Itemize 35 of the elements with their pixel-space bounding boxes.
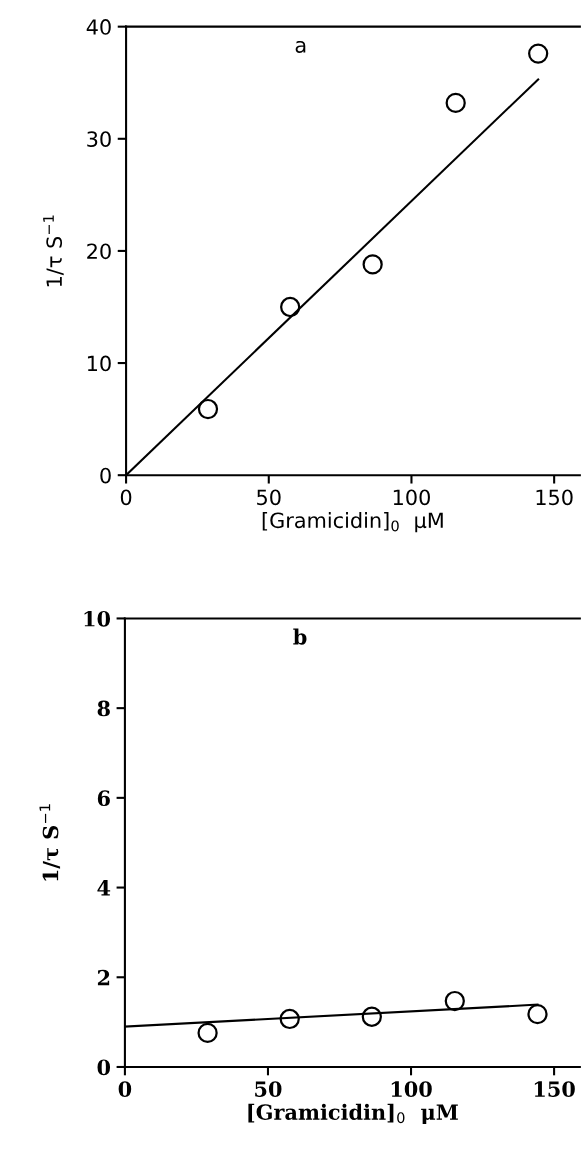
y-tick-label: 0 xyxy=(97,1059,111,1076)
point xyxy=(197,398,219,420)
y-tick-label: 2 xyxy=(97,969,110,986)
y-tick-label: 6 xyxy=(97,790,110,807)
x-tick-label: 150 xyxy=(534,1081,575,1097)
x-tick-label: 100 xyxy=(391,1081,432,1097)
x-axis-title: [Gramicidin]$_{0}$ μM xyxy=(248,1103,458,1124)
x-tick-label: 0 xyxy=(120,489,132,506)
point xyxy=(445,92,466,114)
y-tick-label: 0 xyxy=(100,467,111,484)
point xyxy=(362,254,383,275)
point xyxy=(527,1003,548,1025)
x-tick-label: 150 xyxy=(536,489,573,506)
x-axis-title: [Gramicidin]$_{0}$ μM xyxy=(262,512,443,533)
y-tick-label: 40 xyxy=(86,19,111,35)
y-tick-label: 4 xyxy=(97,880,111,896)
point xyxy=(361,1006,382,1027)
x-tick-label: 50 xyxy=(255,1081,282,1097)
point xyxy=(528,43,549,64)
y-tick-label: 10 xyxy=(87,355,111,372)
x-tick-label: 50 xyxy=(257,489,281,506)
annotation: b xyxy=(293,628,307,645)
y-tick-label: 30 xyxy=(87,131,111,147)
point xyxy=(280,296,301,318)
annotation: a xyxy=(295,40,306,53)
x-tick-label: 100 xyxy=(393,489,430,506)
y-tick-label: 20 xyxy=(87,243,111,260)
y-axis-title: 1/τ S$^{−1}$ xyxy=(39,804,61,881)
y-tick-label: 8 xyxy=(97,700,110,717)
y-axis-title: 1/τ S$^{−1}$ xyxy=(43,215,64,287)
point xyxy=(444,990,465,1012)
point xyxy=(197,1022,218,1044)
y-tick-label: 10 xyxy=(84,610,111,627)
point xyxy=(279,1008,300,1030)
x-tick-label: 0 xyxy=(118,1081,132,1097)
